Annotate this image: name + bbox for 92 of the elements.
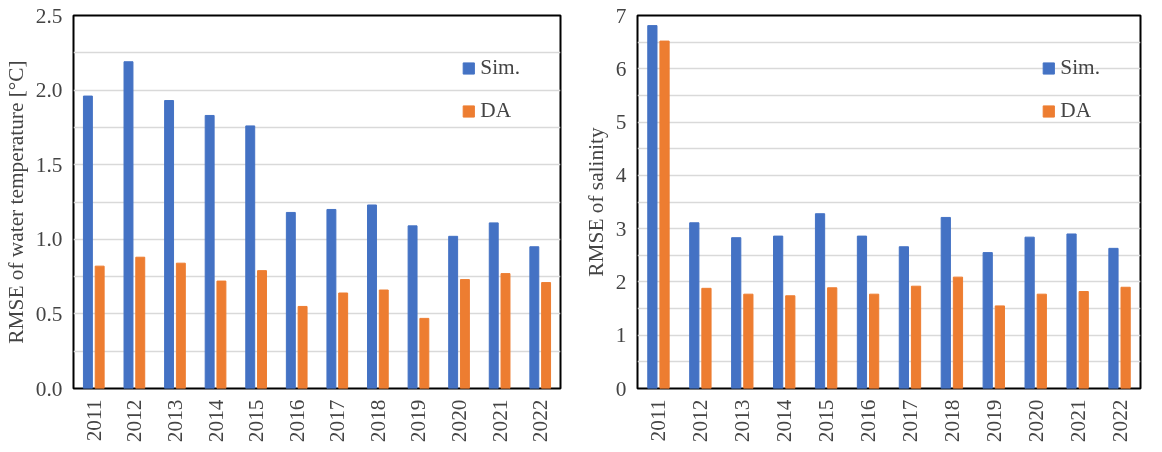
bar [898, 246, 909, 389]
bar [285, 211, 296, 389]
y-tick-label: 5 [615, 110, 627, 135]
x-tick-label: 2013 [730, 399, 755, 443]
bar [500, 273, 511, 389]
x-tick-label: 2018 [939, 399, 964, 443]
y-tick-label: 2.0 [35, 78, 63, 103]
bar [731, 237, 742, 389]
x-tick-label: 2014 [772, 399, 797, 443]
bar [994, 305, 1005, 389]
bar [689, 222, 700, 389]
bar [701, 287, 712, 389]
bar [459, 279, 470, 389]
bar [367, 204, 377, 389]
bar [175, 262, 186, 389]
x-tick-label: 2012 [688, 399, 713, 443]
bar [164, 100, 175, 389]
bar [1120, 286, 1131, 389]
x-tick-label: 2013 [162, 399, 187, 443]
y-tick-label: 3 [615, 216, 627, 241]
bar [448, 235, 459, 389]
bar [827, 287, 838, 389]
y-tick-label: 0.5 [35, 301, 63, 326]
bar [529, 246, 540, 389]
x-tick-label: 2014 [203, 399, 228, 443]
x-tick-label: 2022 [1107, 399, 1132, 443]
bar [773, 235, 784, 389]
bar [94, 265, 105, 389]
x-tick-label: 2018 [365, 399, 390, 443]
legend-label: DA [1060, 98, 1092, 123]
bar [257, 270, 267, 389]
x-tick-label: 2020 [447, 399, 472, 443]
y-tick-label: 7 [615, 3, 627, 28]
bar [1036, 293, 1047, 389]
bar [982, 252, 993, 389]
bar [1024, 236, 1035, 389]
y-axis-title: RMSE of water temperature [°C] [3, 60, 28, 344]
y-tick-label: 0.0 [35, 376, 63, 401]
bar [659, 40, 670, 389]
legend-label: Sim. [1060, 55, 1100, 80]
bar [338, 292, 349, 389]
x-tick-label: 2022 [528, 399, 553, 443]
y-tick-label: 1 [615, 323, 627, 348]
y-axis-title: RMSE of salinity [583, 127, 608, 277]
bar [419, 317, 430, 389]
x-tick-label: 2017 [897, 399, 922, 443]
bar [1078, 291, 1089, 389]
y-tick-label: 2 [615, 269, 627, 294]
x-tick-label: 2011 [81, 399, 106, 442]
bar [407, 225, 418, 389]
y-tick-label: 1.0 [35, 227, 63, 252]
bar [541, 282, 552, 389]
bar [743, 293, 754, 389]
bar [814, 213, 826, 389]
x-tick-label: 2021 [1065, 399, 1090, 443]
bar [952, 276, 964, 389]
bar [297, 305, 308, 389]
bar [785, 295, 796, 389]
x-tick-label: 2019 [406, 399, 431, 443]
bar [940, 216, 951, 389]
bar [1066, 233, 1077, 389]
x-tick-label: 2016 [284, 399, 309, 443]
bar [216, 280, 227, 389]
x-tick-label: 2012 [122, 399, 147, 443]
bar [204, 114, 215, 389]
x-tick-label: 2015 [814, 399, 839, 443]
bar [1108, 247, 1119, 389]
y-tick-label: 2.5 [35, 3, 63, 28]
x-tick-label: 2015 [244, 399, 269, 443]
bar [123, 61, 134, 389]
y-tick-label: 6 [615, 56, 627, 81]
x-tick-label: 2019 [981, 399, 1006, 443]
bar [82, 95, 93, 389]
x-tick-label: 2011 [646, 399, 671, 442]
bar [856, 235, 868, 389]
x-tick-label: 2017 [325, 399, 350, 443]
x-tick-label: 2021 [487, 399, 512, 443]
bar [326, 208, 337, 389]
y-tick-label: 0 [615, 376, 627, 401]
y-tick-label: 1.5 [35, 152, 63, 177]
y-tick-label: 4 [615, 163, 627, 188]
bar [135, 256, 146, 389]
bar [910, 285, 922, 389]
bar [869, 293, 880, 389]
bar [488, 222, 499, 389]
x-tick-label: 2020 [1023, 399, 1048, 443]
legend-label: Sim. [480, 55, 520, 80]
bar [647, 25, 658, 389]
bar [245, 125, 256, 389]
bar [378, 289, 389, 389]
x-tick-label: 2016 [856, 399, 881, 443]
legend-label: DA [480, 98, 512, 123]
